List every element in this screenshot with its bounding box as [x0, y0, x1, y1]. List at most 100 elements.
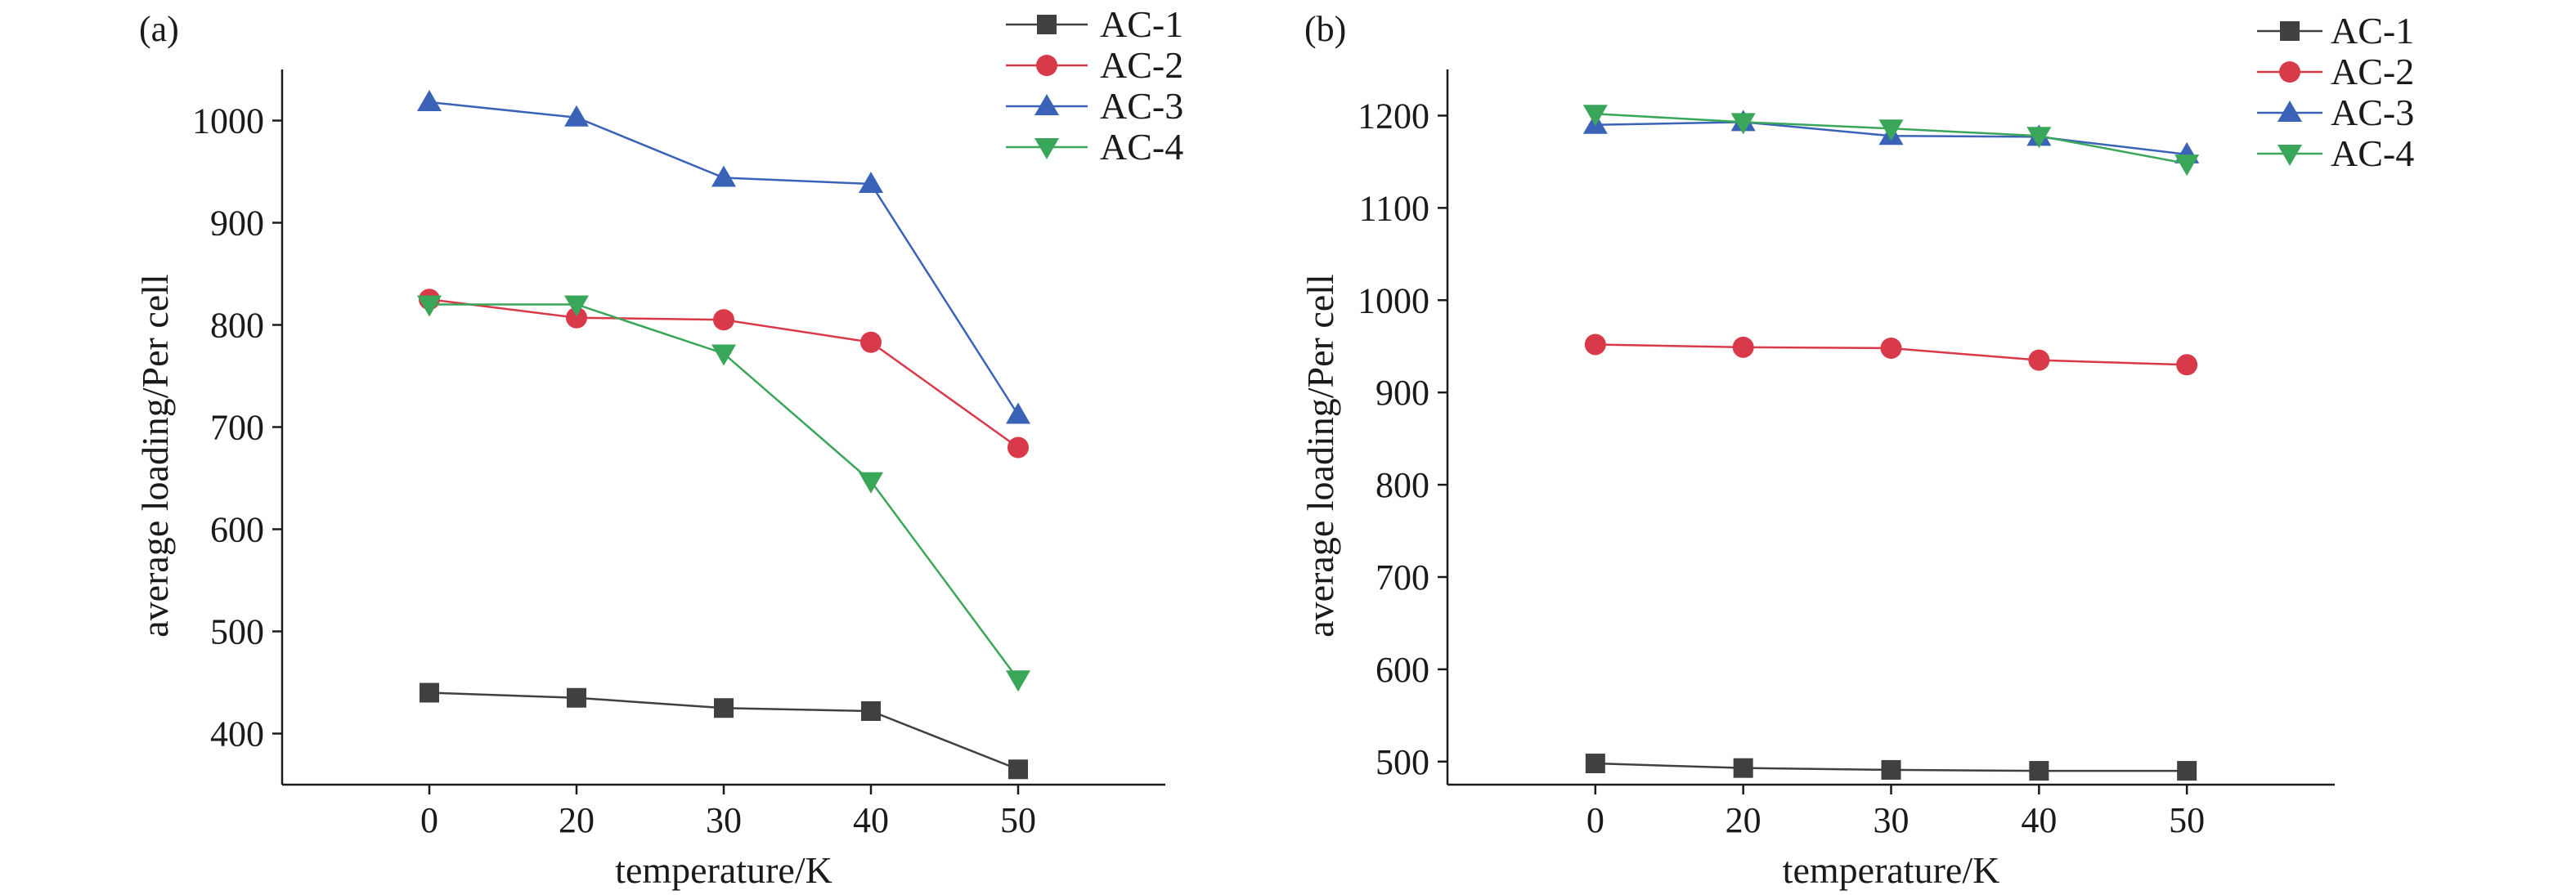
legend-label: AC-3: [2331, 92, 2414, 133]
x-tick-label: 30: [1874, 800, 1910, 840]
legend-entry-AC-4: AC-4: [1006, 126, 1183, 168]
legend-label: AC-1: [1100, 3, 1183, 45]
legend-entry-AC-1: AC-1: [1006, 3, 1183, 45]
data-point-4: [1006, 670, 1030, 692]
y-tick-label: 700: [210, 408, 264, 448]
x-tick-label: 20: [1726, 800, 1761, 840]
x-tick-label: 40: [2021, 800, 2057, 840]
x-axis-label: temperature/K: [1783, 849, 2000, 891]
y-tick-label: 600: [210, 510, 264, 550]
series-AC-1: [420, 682, 1028, 780]
data-point-legend: [2278, 145, 2302, 166]
y-tick-label: 900: [210, 204, 264, 244]
y-axis-label: average loading/Per cell: [1299, 274, 1341, 637]
series-AC-2: [419, 289, 1029, 459]
y-tick-label: 800: [1376, 465, 1429, 505]
data-point-4: [1008, 759, 1028, 780]
x-tick-label: 40: [853, 800, 889, 840]
series-AC-4: [1582, 105, 2200, 177]
data-point-legend: [2280, 21, 2300, 41]
data-point-3: [2029, 761, 2049, 781]
series-AC-3: [417, 90, 1030, 424]
data-point-3: [859, 172, 883, 193]
y-tick-label: 400: [210, 714, 264, 754]
data-point-2: [1880, 337, 1902, 359]
data-point-legend: [1037, 15, 1057, 34]
data-point-0: [417, 295, 442, 317]
legend-entry-AC-2: AC-2: [2257, 51, 2414, 92]
data-point-1: [1732, 336, 1754, 358]
x-tick-label: 20: [559, 800, 595, 840]
x-tick-label: 0: [1586, 800, 1604, 840]
y-tick-label: 800: [210, 306, 264, 346]
legend-label: AC-2: [1100, 44, 1183, 86]
x-axis-label: temperature/K: [615, 849, 832, 891]
y-axis-label: average loading/Per cell: [134, 274, 176, 637]
data-point-2: [711, 344, 736, 366]
data-point-0: [1584, 333, 1606, 356]
y-tick-label: 900: [1376, 373, 1429, 413]
data-point-3: [860, 331, 882, 353]
legend-entry-AC-3: AC-3: [2257, 92, 2414, 133]
series-AC-4: [417, 295, 1030, 692]
data-point-4: [1006, 402, 1030, 424]
legend-entry-AC-1: AC-1: [2257, 10, 2414, 51]
legend-entry-AC-3: AC-3: [1006, 85, 1183, 127]
panel-label: (a): [139, 9, 179, 49]
data-point-3: [861, 701, 881, 721]
series-AC-1: [1585, 754, 2197, 781]
x-tick-label: 50: [2169, 800, 2205, 840]
series-AC-2: [1584, 333, 2198, 376]
x-tick-label: 50: [1000, 800, 1036, 840]
data-point-0: [1582, 105, 1608, 127]
legend-label: AC-4: [1100, 126, 1183, 168]
data-point-3: [2026, 127, 2052, 149]
y-tick-label: 1100: [1359, 188, 1429, 228]
y-tick-label: 700: [1376, 557, 1429, 597]
y-tick-label: 1200: [1358, 96, 1429, 136]
data-point-0: [1585, 754, 1605, 774]
data-point-2: [711, 165, 736, 187]
data-point-0: [417, 90, 442, 111]
y-tick-label: 500: [210, 612, 264, 652]
data-point-1: [1730, 113, 1756, 135]
data-point-1: [1733, 758, 1753, 778]
data-point-legend: [1034, 94, 1059, 115]
data-point-3: [2028, 349, 2050, 371]
data-point-4: [2174, 154, 2200, 177]
data-point-1: [566, 307, 587, 329]
data-point-legend: [1036, 55, 1057, 76]
data-point-legend: [2278, 101, 2302, 122]
data-point-4: [2177, 761, 2197, 781]
legend-label: AC-1: [2331, 10, 2414, 51]
data-point-2: [1878, 119, 1904, 141]
data-point-0: [420, 682, 439, 703]
y-tick-label: 1000: [1358, 280, 1429, 320]
legend-label: AC-2: [2331, 51, 2414, 92]
legend-label: AC-4: [2331, 132, 2414, 174]
legend-entry-AC-2: AC-2: [1006, 44, 1183, 86]
x-tick-label: 0: [420, 800, 438, 840]
chart-panel-1: 500 600 700 800 900 1000 1100 1200 0 20 30 40 50 temp…: [1299, 9, 2414, 891]
data-point-2: [1881, 759, 1901, 780]
data-point-4: [2176, 354, 2198, 376]
data-point-legend: [1034, 138, 1059, 159]
panel-label: (b): [1304, 9, 1346, 49]
series-line: [429, 101, 1020, 416]
data-point-2: [713, 309, 734, 331]
data-point-legend: [2279, 61, 2300, 83]
data-point-1: [564, 295, 589, 317]
y-tick-label: 500: [1376, 742, 1429, 782]
y-tick-label: 1000: [192, 101, 264, 141]
data-point-1: [567, 687, 586, 708]
data-point-1: [564, 105, 589, 127]
data-point-3: [859, 472, 883, 494]
legend-entry-AC-4: AC-4: [2257, 132, 2414, 174]
chart-panel-0: 400 500 600 700 800 900 1000 0 20 30 40 50 temperatu…: [134, 3, 1183, 891]
y-tick-label: 600: [1376, 650, 1429, 690]
legend-label: AC-3: [1100, 85, 1183, 127]
x-tick-label: 30: [706, 800, 742, 840]
data-point-4: [1008, 436, 1029, 459]
data-point-2: [714, 698, 734, 718]
